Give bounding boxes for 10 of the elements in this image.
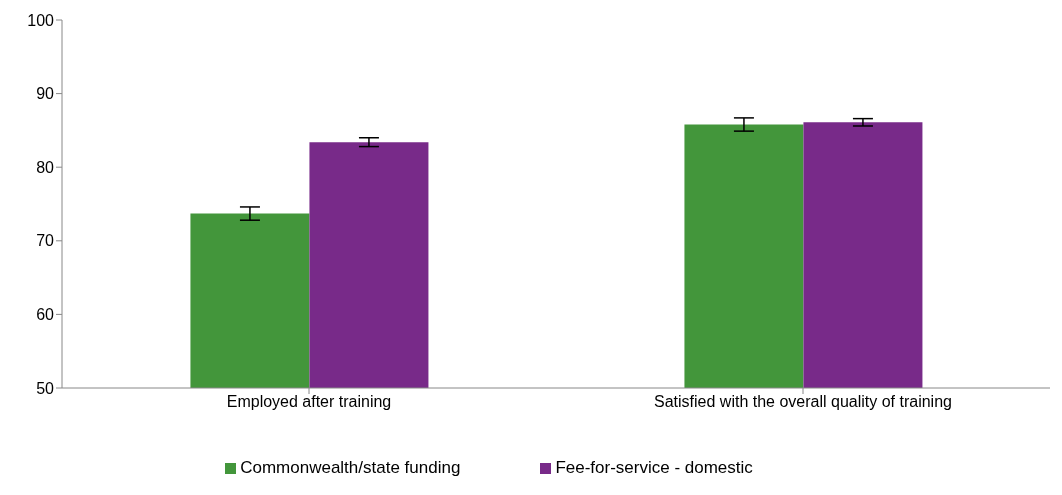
x-tick-label: Employed after training [226, 393, 392, 411]
y-tick-label: 50 [36, 379, 55, 397]
y-tick-label: 90 [36, 85, 55, 103]
legend-label: Commonwealth/state funding [240, 458, 461, 477]
y-tick-label: 80 [36, 158, 55, 176]
legend-label: Fee-for-service - domestic [555, 458, 753, 477]
x-tick-label: Satisfied with the overall quality of training [654, 393, 952, 411]
y-tick-label: 100 [27, 11, 55, 29]
y-tick-label: 60 [36, 306, 55, 324]
y-tick-label: 70 [36, 232, 55, 250]
